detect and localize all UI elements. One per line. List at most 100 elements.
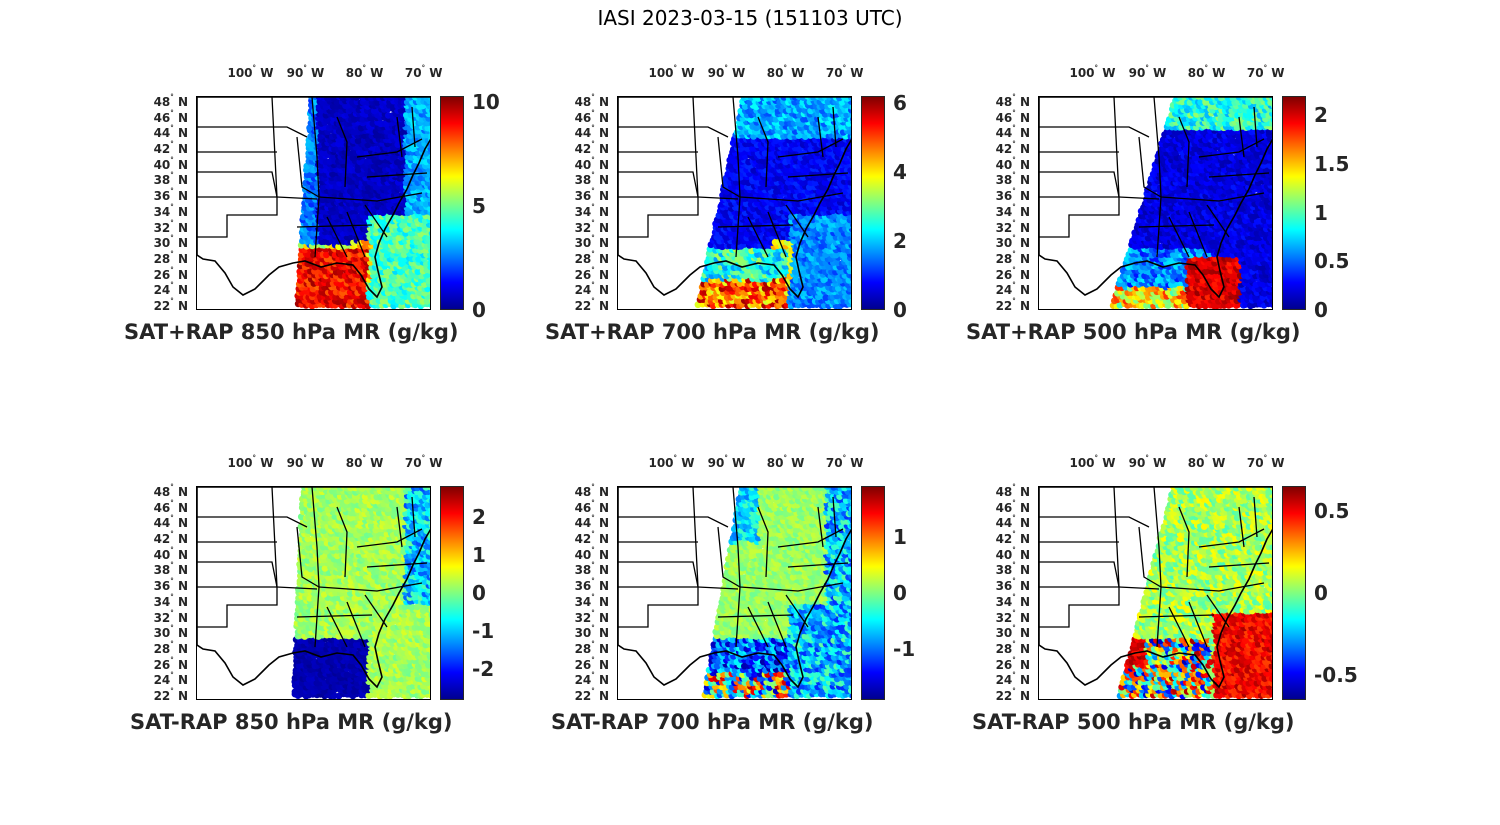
retrieval-point xyxy=(792,276,800,284)
state-boundary xyxy=(346,211,366,258)
degree-mark: ° xyxy=(170,218,174,227)
lat-tick-label: 22° N xyxy=(561,297,609,313)
lat-tick-label: 30° N xyxy=(561,234,609,250)
retrieval-point xyxy=(429,294,430,300)
lat-value: 22 xyxy=(995,299,1013,313)
degree-mark: ° xyxy=(591,187,595,196)
lat-hemisphere: N xyxy=(594,142,609,157)
degree-mark: ° xyxy=(1012,171,1016,180)
state-boundary xyxy=(767,211,787,258)
degree-mark: ° xyxy=(1012,249,1016,258)
lon-hemisphere: W xyxy=(365,66,384,80)
lat-hemisphere: N xyxy=(1015,251,1030,266)
lat-hemisphere: N xyxy=(173,299,188,313)
lat-hemisphere: N xyxy=(1015,220,1030,235)
retrieval-point xyxy=(330,153,337,161)
degree-mark: ° xyxy=(1012,281,1016,290)
degree-mark: ° xyxy=(1012,218,1016,227)
lat-tick-label: 46° N xyxy=(561,109,609,125)
state-boundary xyxy=(618,126,729,138)
degree-mark: ° xyxy=(1012,202,1016,211)
degree-mark: ° xyxy=(783,64,787,72)
degree-mark: ° xyxy=(170,234,174,243)
lat-tick-label: 34° N xyxy=(561,202,609,219)
state-boundary xyxy=(832,106,837,148)
state-boundary xyxy=(618,197,699,238)
retrieval-point xyxy=(845,222,851,229)
lon-value: 90 xyxy=(707,66,725,80)
retrieval-point xyxy=(429,176,430,182)
lat-tick-label: 30° N xyxy=(982,234,1030,250)
state-boundary xyxy=(296,136,320,198)
retrieval-point xyxy=(850,116,851,122)
degree-mark: ° xyxy=(170,171,174,180)
retrieval-point xyxy=(1272,302,1273,309)
lat-tick-label: 48° N xyxy=(982,93,1030,109)
degree-mark: ° xyxy=(1012,265,1016,274)
lat-value: 48 xyxy=(995,95,1013,109)
panel-sat-rap-700-total: 100° W 90° W 80° W 70° W 48° N 46° N 44° N 42° … xyxy=(545,60,981,360)
retrieval-point xyxy=(1265,212,1272,220)
figure-title: IASI 2023-03-15 (151103 UTC) xyxy=(597,6,903,30)
degree-mark: ° xyxy=(591,140,595,149)
retrieval-point xyxy=(780,97,788,101)
lat-value: 36 xyxy=(574,189,592,204)
state-boundary xyxy=(326,216,348,258)
lon-tick-label: 90° W xyxy=(707,64,746,80)
lat-hemisphere: N xyxy=(594,126,609,141)
colorbar-tick-label: 2 xyxy=(893,228,907,253)
lat-tick-label: 26° N xyxy=(982,265,1030,282)
retrieval-point xyxy=(425,170,430,178)
lat-value: 44 xyxy=(153,126,171,141)
lat-value: 24 xyxy=(995,283,1013,298)
state-boundary xyxy=(757,116,769,188)
retrieval-point xyxy=(427,260,430,267)
lat-tick-label: 34° N xyxy=(982,202,1030,219)
degree-mark: ° xyxy=(1012,234,1016,243)
lat-tick-label: 24° N xyxy=(982,281,1030,298)
lat-hemisphere: N xyxy=(1015,95,1030,109)
retrieval-point xyxy=(323,251,330,259)
lon-value: 100 xyxy=(1069,66,1095,80)
lon-value: 70 xyxy=(825,66,843,80)
state-boundary xyxy=(197,197,278,238)
lon-hemisphere: W xyxy=(846,66,864,80)
lat-hemisphere: N xyxy=(173,189,188,204)
degree-mark: ° xyxy=(303,64,307,72)
retrieval-point xyxy=(850,258,851,261)
lat-hemisphere: N xyxy=(173,173,188,188)
state-boundary xyxy=(197,171,278,198)
lat-tick-label: 28° N xyxy=(561,250,609,266)
state-boundary xyxy=(366,172,428,178)
retrieval-point xyxy=(1253,229,1261,237)
lat-hemisphere: N xyxy=(1015,204,1030,219)
lat-hemisphere: N xyxy=(173,236,188,251)
lat-tick-label: 24° N xyxy=(561,281,609,297)
retrieval-point xyxy=(1273,230,1274,237)
degree-mark: ° xyxy=(591,202,595,211)
lat-hemisphere: N xyxy=(1015,189,1030,204)
colorbar xyxy=(440,96,464,310)
retrieval-point xyxy=(851,264,852,271)
lon-value: 90 xyxy=(286,66,304,80)
retrieval-point xyxy=(429,121,430,126)
lat-value: 26 xyxy=(995,267,1013,282)
retrieval-point xyxy=(1272,221,1273,228)
degree-mark: ° xyxy=(1012,108,1016,117)
retrieval-point xyxy=(1268,268,1272,275)
panel-title: SAT+RAP 700 hPa MR (g/kg) xyxy=(545,320,880,344)
retrieval-point xyxy=(415,255,422,263)
retrieval-point xyxy=(380,175,388,183)
retrieval-point xyxy=(822,294,830,301)
retrieval-point xyxy=(851,280,852,287)
degree-mark: ° xyxy=(1263,64,1268,72)
degree-mark: ° xyxy=(1012,124,1016,133)
degree-mark: ° xyxy=(842,64,847,72)
retrieval-point xyxy=(430,260,431,267)
retrieval-point xyxy=(319,196,327,204)
retrieval-point xyxy=(430,111,431,118)
lat-tick-label: 26° N xyxy=(140,266,188,282)
us-coastline xyxy=(197,97,430,299)
retrieval-point xyxy=(430,263,431,270)
degree-mark: ° xyxy=(591,124,595,133)
